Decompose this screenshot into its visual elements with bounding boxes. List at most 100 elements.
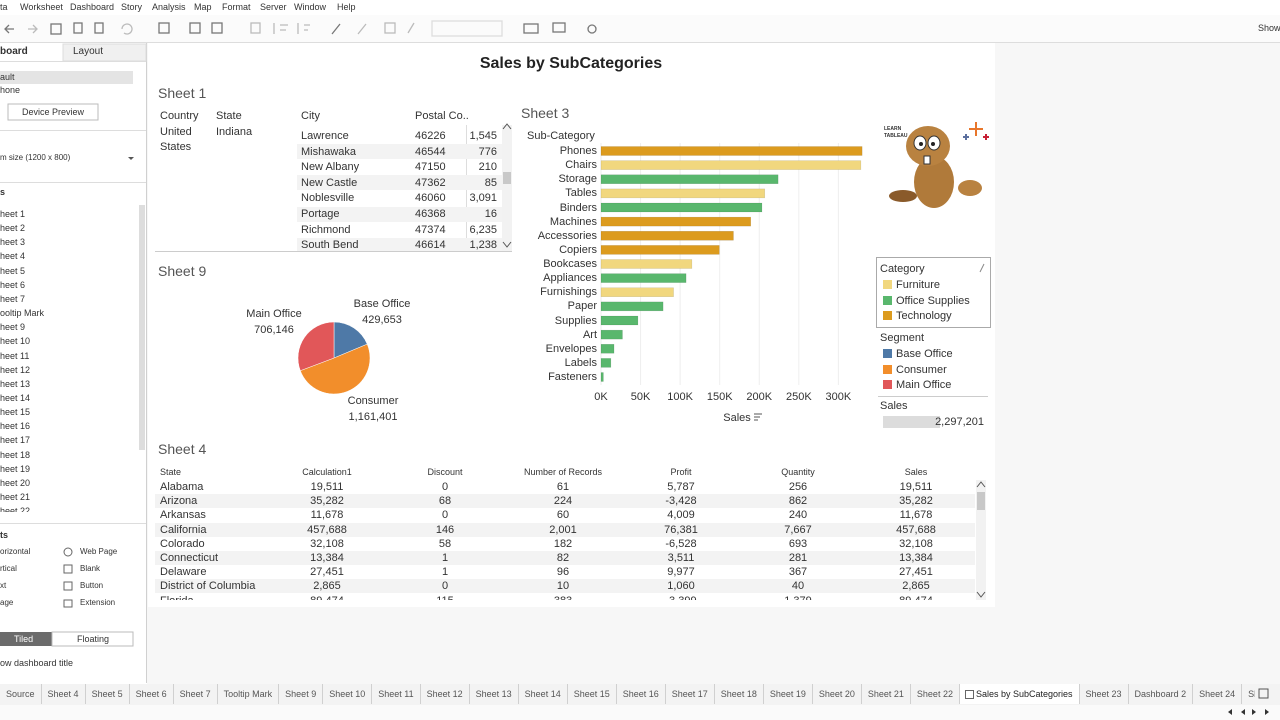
menu-item[interactable]: Help xyxy=(337,2,356,12)
device-preview-label[interactable]: Device Preview xyxy=(21,107,85,117)
sheet-item[interactable]: heet 6 xyxy=(0,279,26,290)
sheet-tab[interactable]: Source xyxy=(0,684,42,704)
sheet-tab[interactable]: Sheet 23 xyxy=(1080,684,1129,704)
table-cell: 1,238 xyxy=(469,239,497,252)
tiled-button[interactable] xyxy=(0,632,52,646)
object-item[interactable]: Extension xyxy=(80,598,116,607)
scroll-thumb[interactable] xyxy=(977,492,985,510)
row-shade xyxy=(297,144,502,160)
scrollbar[interactable] xyxy=(976,480,986,600)
scroll-thumb[interactable] xyxy=(503,172,511,184)
table-cell: Alabama xyxy=(160,481,204,493)
sheet-tab[interactable]: Sheet 11 xyxy=(372,684,421,704)
menu-item[interactable]: Story xyxy=(121,2,143,12)
sheet-item[interactable]: ooltip Mark xyxy=(0,308,45,319)
table-cell: -3,399 xyxy=(665,594,697,607)
sheet-tab[interactable]: Sales by SubCategories xyxy=(959,684,1080,704)
sheet-item[interactable]: heet 7 xyxy=(0,293,26,304)
sheet-tab[interactable]: Sheet 18 xyxy=(715,684,764,704)
sheet-tab[interactable]: Sheet 7 xyxy=(174,684,218,704)
sheet-item[interactable]: heet 20 xyxy=(0,477,31,488)
sheet-item[interactable]: heet 3 xyxy=(0,237,26,248)
sheet-item[interactable]: heet 18 xyxy=(0,449,31,460)
sheet-tab[interactable]: Sheet 21 xyxy=(862,684,911,704)
menu-item[interactable]: Server xyxy=(260,2,287,12)
logo-text: TABLEAU xyxy=(884,133,908,139)
menu-item[interactable]: Map xyxy=(194,2,212,12)
sheet-item[interactable]: heet 5 xyxy=(0,265,26,276)
sheet-tab[interactable]: Sheet 5 xyxy=(86,684,130,704)
device-option[interactable]: hone xyxy=(0,85,21,95)
sheet-item[interactable]: heet 22 xyxy=(0,506,31,517)
legend-entry[interactable]: Consumer xyxy=(896,363,947,376)
panel-tab[interactable]: board xyxy=(0,46,28,57)
tab-grid-icon[interactable] xyxy=(1258,688,1269,699)
sheet-item[interactable]: heet 10 xyxy=(0,336,31,347)
sheet-item[interactable]: heet 14 xyxy=(0,392,31,403)
sheet-tab[interactable]: Sheet 24 xyxy=(1193,684,1243,704)
sheet-tab[interactable]: Sheet 20 xyxy=(813,684,862,704)
object-item[interactable]: rtical xyxy=(0,564,17,573)
legend-entry[interactable]: Office Supplies xyxy=(896,294,970,307)
sheet-tab[interactable]: Sheet 6 xyxy=(130,684,174,704)
sheet-tab[interactable]: Sheet 17 xyxy=(666,684,715,704)
tiled-label[interactable]: Tiled xyxy=(14,634,34,644)
sheet-tab[interactable]: Sheet 25 xyxy=(1242,684,1255,704)
sheet-item[interactable]: heet 16 xyxy=(0,421,31,432)
sheet-item[interactable]: heet 12 xyxy=(0,364,31,375)
object-item[interactable]: Blank xyxy=(80,564,101,573)
panel-tab[interactable]: Layout xyxy=(73,46,104,57)
sheet-tab[interactable]: Dashboard 2 xyxy=(1129,684,1194,704)
object-item[interactable]: xt xyxy=(0,581,7,590)
menu-item[interactable]: ta xyxy=(0,2,8,12)
sheet-item[interactable]: heet 1 xyxy=(0,209,26,219)
sheet-item[interactable]: heet 4 xyxy=(0,251,26,262)
sheet-item[interactable]: heet 19 xyxy=(0,463,31,474)
sheet-tab[interactable]: Sheet 13 xyxy=(470,684,519,704)
scrollbar[interactable] xyxy=(139,205,145,450)
menu-item[interactable]: Window xyxy=(294,2,327,12)
sheet-tab[interactable]: Sheet 14 xyxy=(519,684,568,704)
show-title-option[interactable]: ow dashboard title xyxy=(0,658,74,668)
sheet-tab[interactable]: Sheet 12 xyxy=(421,684,470,704)
object-item[interactable]: Web Page xyxy=(80,547,118,556)
scrollbar[interactable] xyxy=(502,125,512,251)
sheet-tab[interactable]: Tooltip Mark xyxy=(218,684,280,704)
sheet-tab[interactable]: Sheet 9 xyxy=(279,684,324,704)
floating-button[interactable] xyxy=(51,631,134,647)
menu-item[interactable]: Format xyxy=(222,2,251,12)
object-item[interactable]: age xyxy=(0,598,14,607)
sheet-item[interactable]: heet 17 xyxy=(0,435,31,446)
sheet-tab[interactable]: Sheet 16 xyxy=(617,684,666,704)
floating-label[interactable]: Floating xyxy=(76,634,110,644)
sheet-item[interactable]: heet 9 xyxy=(0,322,26,333)
legend-entry[interactable]: Main Office xyxy=(896,379,952,391)
menu-item[interactable]: Analysis xyxy=(152,2,186,12)
table-cell: 1 xyxy=(441,552,449,564)
legend-entry[interactable]: Furniture xyxy=(896,279,941,291)
sheet-item[interactable]: heet 2 xyxy=(0,223,26,234)
table-cell: 13,384 xyxy=(310,552,344,564)
object-item[interactable]: Button xyxy=(80,581,104,590)
sheet-item[interactable]: heet 15 xyxy=(0,407,31,418)
menu-item[interactable]: Dashboard xyxy=(70,2,115,12)
sheet-item[interactable]: heet 21 xyxy=(0,492,31,502)
sheet-tab[interactable]: Sheet 15 xyxy=(568,684,617,704)
legend-value: 2,297,201 xyxy=(935,416,984,428)
sheet-item[interactable]: heet 11 xyxy=(0,350,30,361)
object-item[interactable]: orizontal xyxy=(0,547,31,556)
sheet-tab[interactable]: Sheet 19 xyxy=(764,684,813,704)
row-shade xyxy=(155,522,975,537)
sheet-tab[interactable]: Sheet 10 xyxy=(323,684,373,704)
legend-entry[interactable]: Base Office xyxy=(896,348,953,360)
table-cell: 457,688 xyxy=(896,523,936,536)
show-me-button[interactable]: Show xyxy=(1258,23,1280,33)
sheet-tab[interactable]: Sheet 22 xyxy=(911,684,960,704)
sheet-tab[interactable]: Sheet 4 xyxy=(42,684,86,704)
sheet-item[interactable]: heet 13 xyxy=(0,378,31,389)
size-dropdown[interactable]: m size (1200 x 800) xyxy=(0,153,71,162)
legend-entry[interactable]: Technology xyxy=(896,310,952,322)
device-preview-button[interactable] xyxy=(7,103,99,121)
device-option[interactable]: ault xyxy=(0,72,15,82)
menu-item[interactable]: Worksheet xyxy=(20,2,63,12)
